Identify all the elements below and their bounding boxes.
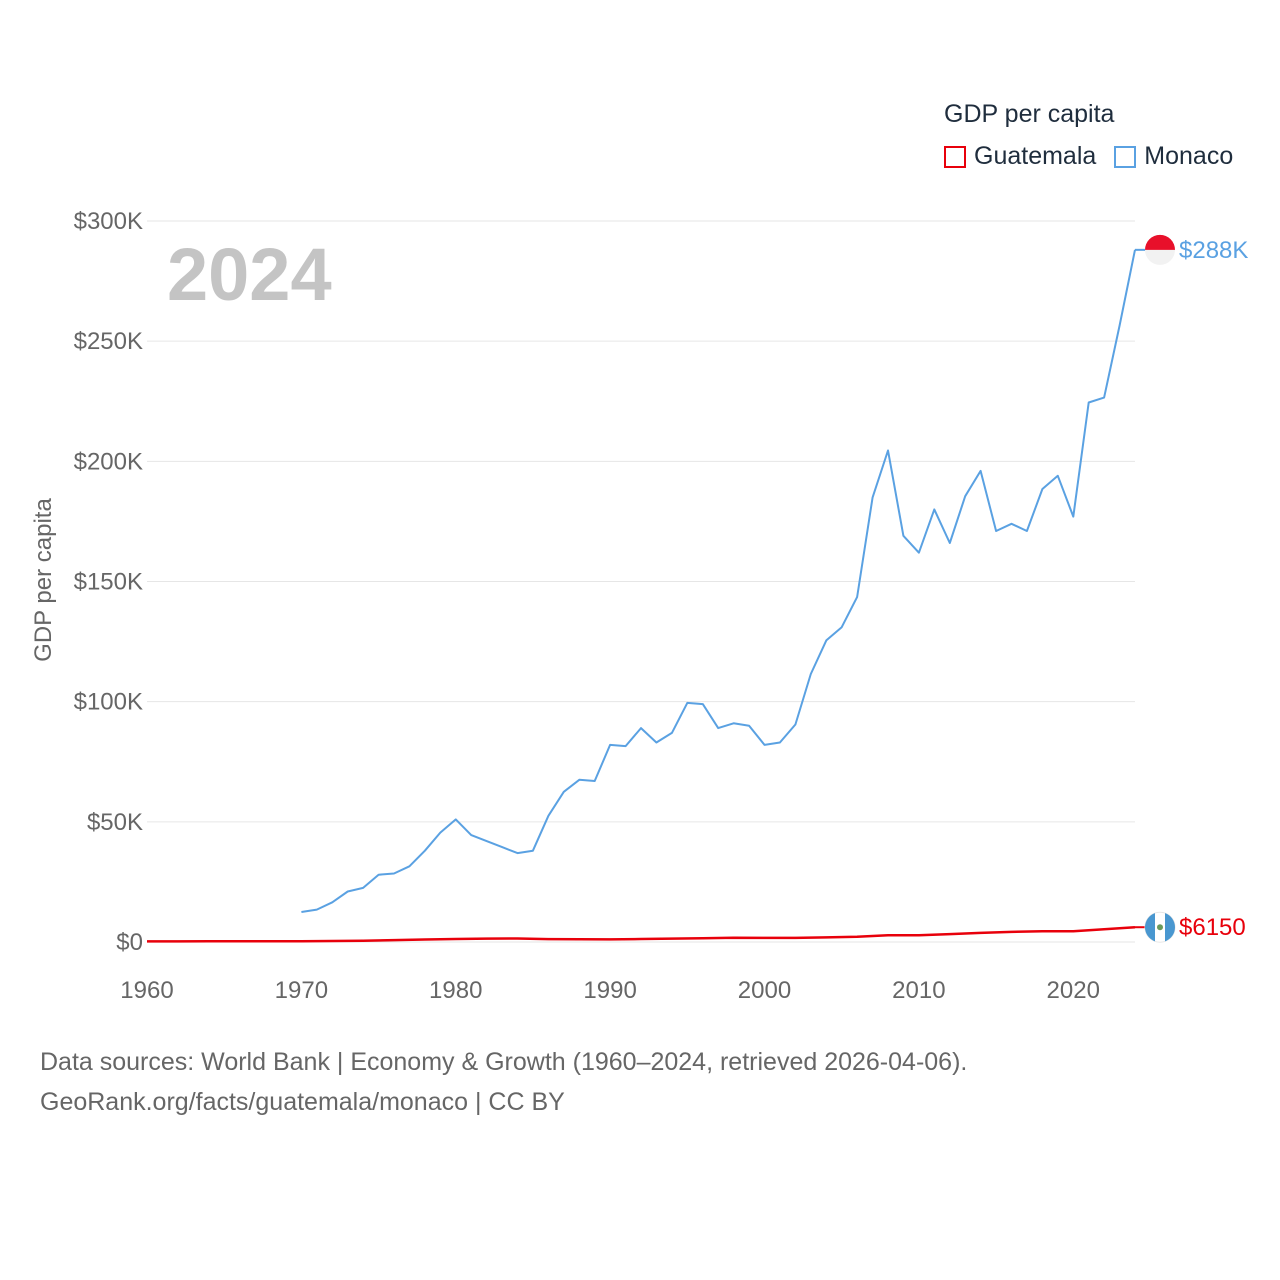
end-label-guatemala: $6150 xyxy=(1179,914,1246,941)
legend-title: GDP per capita xyxy=(944,100,1115,128)
x-tick-label: 1970 xyxy=(275,977,328,1004)
x-tick-label: 2000 xyxy=(738,977,791,1004)
y-tick-label: $250K xyxy=(74,328,143,355)
footer-attribution[interactable]: GeoRank.org/facts/guatemala/monaco | CC … xyxy=(40,1088,565,1116)
year-watermark: 2024 xyxy=(167,233,332,316)
y-tick-label: $300K xyxy=(74,208,143,235)
legend-item-guatemala[interactable]: Guatemala xyxy=(944,142,1096,171)
x-tick-label: 2010 xyxy=(892,977,945,1004)
y-tick-label: $200K xyxy=(74,448,143,475)
flag-guatemala-emblem xyxy=(1157,924,1163,931)
legend: Guatemala Monaco xyxy=(944,142,1251,171)
series-line-monaco xyxy=(301,249,1136,913)
flag-guatemala-left-band xyxy=(1145,913,1155,942)
legend-label-monaco: Monaco xyxy=(1144,142,1234,170)
series-line-guatemala xyxy=(147,925,1136,943)
flag-guatemala-right-band xyxy=(1165,913,1175,942)
x-tick-label: 2020 xyxy=(1047,977,1100,1004)
legend-label-guatemala: Guatemala xyxy=(974,142,1097,170)
legend-item-monaco[interactable]: Monaco xyxy=(1114,142,1233,171)
legend-swatch-monaco xyxy=(1114,145,1137,168)
y-tick-label: $100K xyxy=(74,689,143,716)
y-tick-label: $50K xyxy=(87,809,143,836)
y-tick-label: $0 xyxy=(116,929,143,956)
legend-swatch-guatemala xyxy=(944,145,966,168)
x-tick-label: 1980 xyxy=(429,977,482,1004)
y-tick-label: $150K xyxy=(74,569,143,596)
x-tick-label: 1960 xyxy=(120,977,173,1004)
y-axis-label: GDP per capita xyxy=(30,498,57,662)
x-tick-label: 1990 xyxy=(583,977,636,1004)
flag-monaco-red-half xyxy=(1145,234,1175,250)
footer-sources: Data sources: World Bank | Economy & Gro… xyxy=(40,1048,968,1076)
footer: Data sources: World Bank | Economy & Gro… xyxy=(40,1042,967,1122)
end-label-monaco: $288K xyxy=(1179,237,1248,264)
